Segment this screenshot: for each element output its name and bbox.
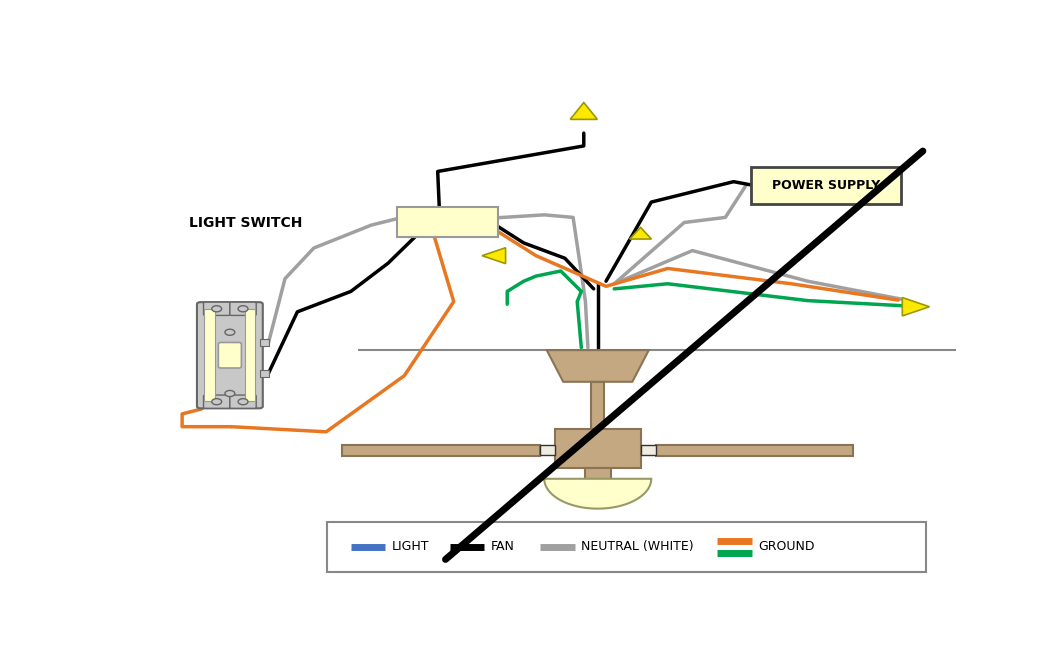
FancyBboxPatch shape	[204, 395, 229, 408]
Bar	[592, 382, 604, 429]
Text: GROUND: GROUND	[758, 540, 815, 553]
Circle shape	[238, 398, 247, 404]
Text: POWER SUPPLY: POWER SUPPLY	[772, 179, 880, 192]
FancyBboxPatch shape	[229, 395, 256, 408]
Circle shape	[225, 330, 235, 335]
Text: FAN: FAN	[491, 540, 515, 553]
FancyBboxPatch shape	[244, 309, 255, 401]
Text: NEUTRAL (WHITE): NEUTRAL (WHITE)	[581, 540, 693, 553]
Text: LIGHT: LIGHT	[392, 540, 429, 553]
Polygon shape	[903, 298, 929, 316]
Polygon shape	[547, 350, 649, 382]
Circle shape	[211, 398, 222, 404]
Circle shape	[225, 391, 235, 396]
Polygon shape	[482, 248, 506, 264]
Bar	[641, 446, 656, 455]
Bar	[342, 445, 539, 456]
FancyBboxPatch shape	[260, 339, 269, 346]
FancyBboxPatch shape	[219, 343, 241, 368]
Circle shape	[211, 306, 222, 312]
Circle shape	[238, 306, 247, 312]
Bar	[539, 446, 554, 455]
Polygon shape	[630, 227, 651, 239]
FancyBboxPatch shape	[327, 522, 926, 572]
FancyBboxPatch shape	[229, 302, 256, 316]
Bar	[584, 467, 611, 479]
Text: LIGHT SWITCH: LIGHT SWITCH	[189, 215, 302, 229]
FancyBboxPatch shape	[397, 207, 498, 237]
Bar	[656, 445, 854, 456]
FancyBboxPatch shape	[196, 302, 262, 408]
FancyBboxPatch shape	[751, 167, 902, 204]
Polygon shape	[544, 479, 651, 509]
FancyBboxPatch shape	[204, 309, 215, 401]
FancyBboxPatch shape	[260, 369, 269, 377]
FancyBboxPatch shape	[204, 302, 229, 316]
Polygon shape	[570, 103, 597, 119]
Bar	[554, 429, 641, 467]
